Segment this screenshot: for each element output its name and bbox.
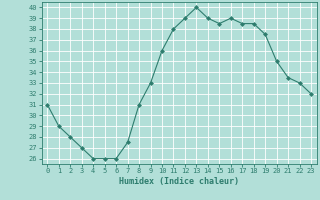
X-axis label: Humidex (Indice chaleur): Humidex (Indice chaleur) bbox=[119, 177, 239, 186]
